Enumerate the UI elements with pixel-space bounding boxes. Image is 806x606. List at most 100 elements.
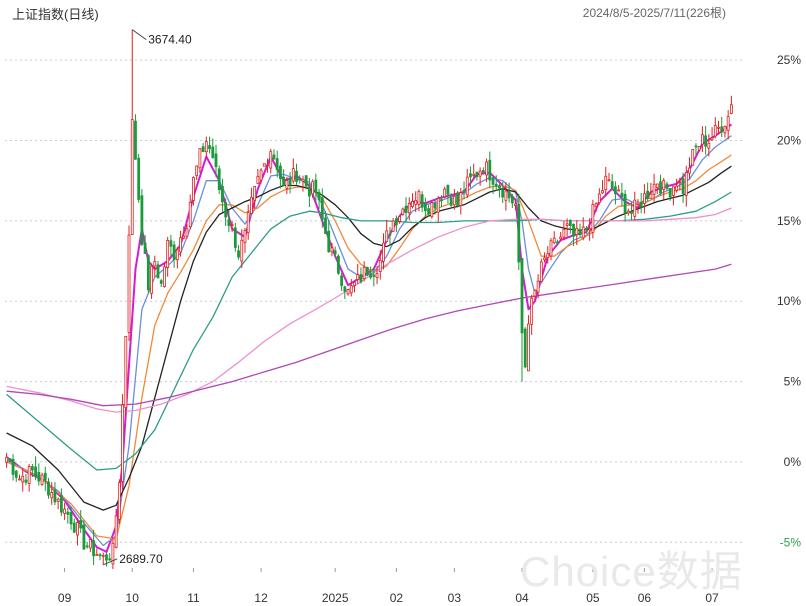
candle-body — [137, 157, 141, 200]
candle-body — [82, 524, 86, 550]
candle-body — [594, 203, 598, 207]
candle-body — [349, 285, 353, 294]
candle-body — [204, 141, 208, 153]
candle-body — [275, 158, 279, 171]
candle-body — [311, 181, 315, 195]
candle-body — [50, 492, 54, 499]
candle-body — [691, 148, 695, 166]
candle-body — [324, 217, 327, 234]
candle-body — [411, 201, 414, 207]
candle-body — [269, 151, 273, 169]
candle-body — [581, 226, 585, 239]
candle-body — [336, 255, 340, 274]
candle-body — [620, 192, 624, 198]
y-tick-label: 25% — [777, 53, 801, 67]
x-tick-label: 10 — [126, 591, 140, 605]
candle-body — [597, 193, 601, 203]
candle-body — [256, 175, 260, 184]
candle-body — [652, 183, 656, 195]
candle-body — [510, 196, 514, 204]
candle-body — [643, 193, 646, 204]
candle-body — [198, 148, 202, 169]
candle-body — [182, 235, 186, 239]
candle-body — [224, 202, 228, 218]
candle-body — [575, 227, 579, 236]
candle-body — [95, 554, 99, 556]
candle-body — [21, 475, 25, 483]
moving-average-line — [5, 123, 732, 553]
candle-body — [475, 171, 479, 178]
candle-body — [681, 178, 685, 194]
candle-body — [365, 267, 369, 276]
candle-body — [420, 194, 424, 208]
candle-body — [662, 180, 666, 190]
candle-body — [459, 192, 463, 206]
candle-body — [446, 184, 450, 195]
candle-body — [588, 227, 592, 231]
y-tick-label: 15% — [777, 214, 801, 228]
candle-body — [314, 179, 318, 194]
candle-body — [5, 456, 9, 463]
candle-body — [143, 242, 147, 254]
candle-body — [356, 274, 360, 280]
candle-body — [562, 228, 566, 238]
x-tick-label: 12 — [254, 591, 268, 605]
candle-body — [66, 511, 70, 515]
candle-body — [449, 197, 453, 206]
candle-body — [520, 258, 524, 334]
candle-body — [34, 466, 38, 477]
candle-body — [150, 265, 153, 294]
candle-body — [672, 186, 675, 196]
candle-body — [285, 180, 289, 189]
candle-body — [717, 126, 720, 129]
x-tick-label: 09 — [58, 591, 72, 605]
candle-body — [494, 183, 498, 187]
candle-body — [98, 554, 102, 557]
annotation-pointer — [103, 558, 118, 566]
candle-body — [272, 154, 276, 160]
candle-body — [237, 250, 240, 258]
candle-body — [388, 233, 392, 236]
candle-body — [288, 178, 292, 186]
watermark: Choice数据 — [520, 548, 743, 595]
candle-body — [401, 208, 405, 215]
x-tick-label: 07 — [705, 591, 719, 605]
candle-body — [330, 247, 334, 253]
candle-body — [320, 197, 324, 220]
candle-body — [501, 189, 505, 198]
candle-body — [481, 170, 485, 173]
candle-body — [407, 202, 411, 214]
x-tick-label: 02 — [390, 591, 404, 605]
candle-body — [414, 199, 418, 205]
candle-body — [92, 540, 95, 557]
candle-body — [40, 474, 44, 485]
candle-body — [591, 204, 595, 233]
moving-average-line — [6, 154, 732, 540]
candle-body — [18, 478, 21, 481]
annotation-label: 3674.40 — [148, 33, 192, 47]
candle-body — [327, 230, 331, 253]
candle-body — [233, 227, 237, 248]
chart-title: 上证指数(日线) — [12, 7, 99, 22]
candle-body — [362, 266, 366, 280]
candle-body — [659, 181, 662, 194]
candle-body — [382, 242, 385, 262]
date-range-label: 2024/8/5-2025/7/11(226根) — [582, 6, 726, 20]
candle-body — [250, 196, 253, 214]
candle-body — [295, 170, 298, 182]
candle-body — [539, 261, 543, 282]
candle-body — [221, 185, 224, 203]
candle-body — [485, 161, 488, 176]
candle-body — [636, 201, 640, 205]
candle-body — [282, 176, 286, 186]
candles — [5, 29, 733, 570]
candle-body — [430, 202, 434, 218]
candle-body — [700, 134, 704, 145]
candle-body — [140, 195, 144, 245]
candle-body — [208, 145, 211, 150]
moving-average-lines — [5, 123, 732, 553]
candle-body — [697, 145, 701, 151]
candle-body — [117, 482, 121, 520]
candle-body — [543, 257, 546, 261]
candle-body — [443, 188, 447, 198]
